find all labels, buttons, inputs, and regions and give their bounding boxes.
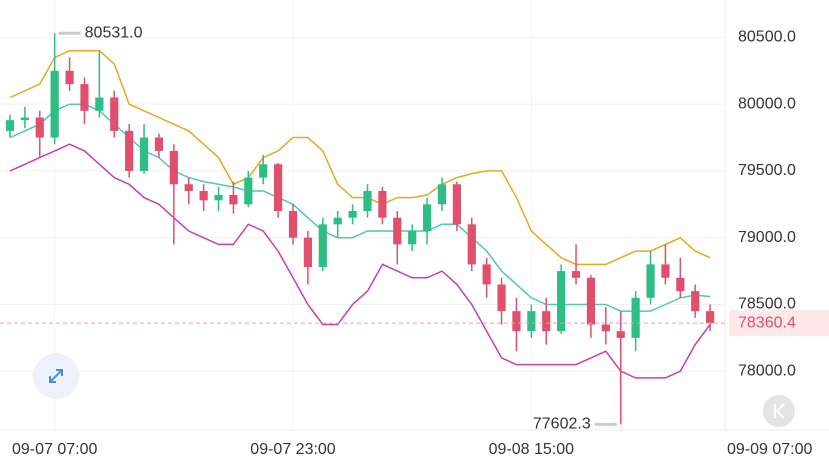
candle-body xyxy=(542,311,551,332)
candle-body xyxy=(35,117,44,138)
candle-body xyxy=(497,284,506,312)
candle-body xyxy=(259,164,268,178)
candle-body xyxy=(482,264,491,285)
y-tick-label: 79500.0 xyxy=(738,162,796,179)
band-line xyxy=(9,49,711,266)
candle-body xyxy=(80,84,89,111)
candle-body xyxy=(184,184,193,191)
candle-body xyxy=(527,311,536,332)
y-tick-label: 80000.0 xyxy=(738,95,796,112)
candle-body xyxy=(274,164,283,211)
collapse-button[interactable] xyxy=(763,395,795,427)
x-tick-label: 09-09 07:00 xyxy=(727,441,813,458)
candle-body xyxy=(616,331,625,338)
candle-body xyxy=(601,324,610,332)
last-price-label: 78360.4 xyxy=(738,314,796,331)
candle-body xyxy=(348,210,357,218)
candle-body xyxy=(467,224,476,265)
candle-body xyxy=(422,204,432,232)
candle-body xyxy=(571,271,581,278)
x-tick-label: 09-08 15:00 xyxy=(489,441,575,458)
candle-body xyxy=(5,120,15,131)
band-line xyxy=(9,103,711,312)
x-tick-label: 09-07 23:00 xyxy=(250,441,336,458)
expand-button[interactable] xyxy=(33,353,79,399)
candle-body xyxy=(363,190,372,211)
candle-body xyxy=(437,184,447,205)
expand-icon[interactable] xyxy=(49,369,63,383)
min-label: 77602.3 xyxy=(533,416,591,433)
candle-body xyxy=(65,70,74,85)
candle-body xyxy=(20,117,29,121)
candle-body xyxy=(169,150,178,185)
candle-body xyxy=(631,297,640,338)
candle-body xyxy=(408,231,417,245)
y-tick-label: 78500.0 xyxy=(738,296,796,313)
candle-body xyxy=(199,190,208,201)
candle-body xyxy=(557,271,566,332)
candle-body xyxy=(393,217,402,245)
collapse-icon[interactable] xyxy=(774,403,785,419)
candle-body xyxy=(586,277,596,325)
candle-body xyxy=(95,97,104,111)
candle-body xyxy=(229,194,238,205)
last-price-box xyxy=(729,310,829,337)
candle-body xyxy=(378,190,387,218)
y-tick-label: 79000.0 xyxy=(738,229,796,246)
candle-body xyxy=(288,210,298,238)
candle-body xyxy=(452,184,461,225)
collapse-circle[interactable] xyxy=(763,395,795,427)
y-tick-label: 80500.0 xyxy=(738,29,796,46)
candle-body xyxy=(214,194,223,201)
candle-body xyxy=(303,237,313,268)
candle-body xyxy=(110,97,119,131)
candle-body xyxy=(244,177,253,205)
candle-body xyxy=(139,137,149,171)
candle-body xyxy=(50,70,59,138)
candle-body xyxy=(661,264,670,278)
candle-body xyxy=(333,217,342,225)
max-label: 80531.0 xyxy=(85,24,143,41)
candle-body xyxy=(706,311,715,324)
candle-body xyxy=(676,277,685,292)
y-tick-label: 78000.0 xyxy=(738,362,796,379)
candle-body xyxy=(691,291,700,312)
candle-body xyxy=(125,130,134,171)
x-tick-label: 09-07 07:00 xyxy=(12,441,98,458)
band-line xyxy=(9,143,711,379)
candle-body xyxy=(646,264,655,298)
candle-body xyxy=(154,137,164,151)
candle-body xyxy=(512,311,521,332)
candle-body xyxy=(318,224,327,268)
